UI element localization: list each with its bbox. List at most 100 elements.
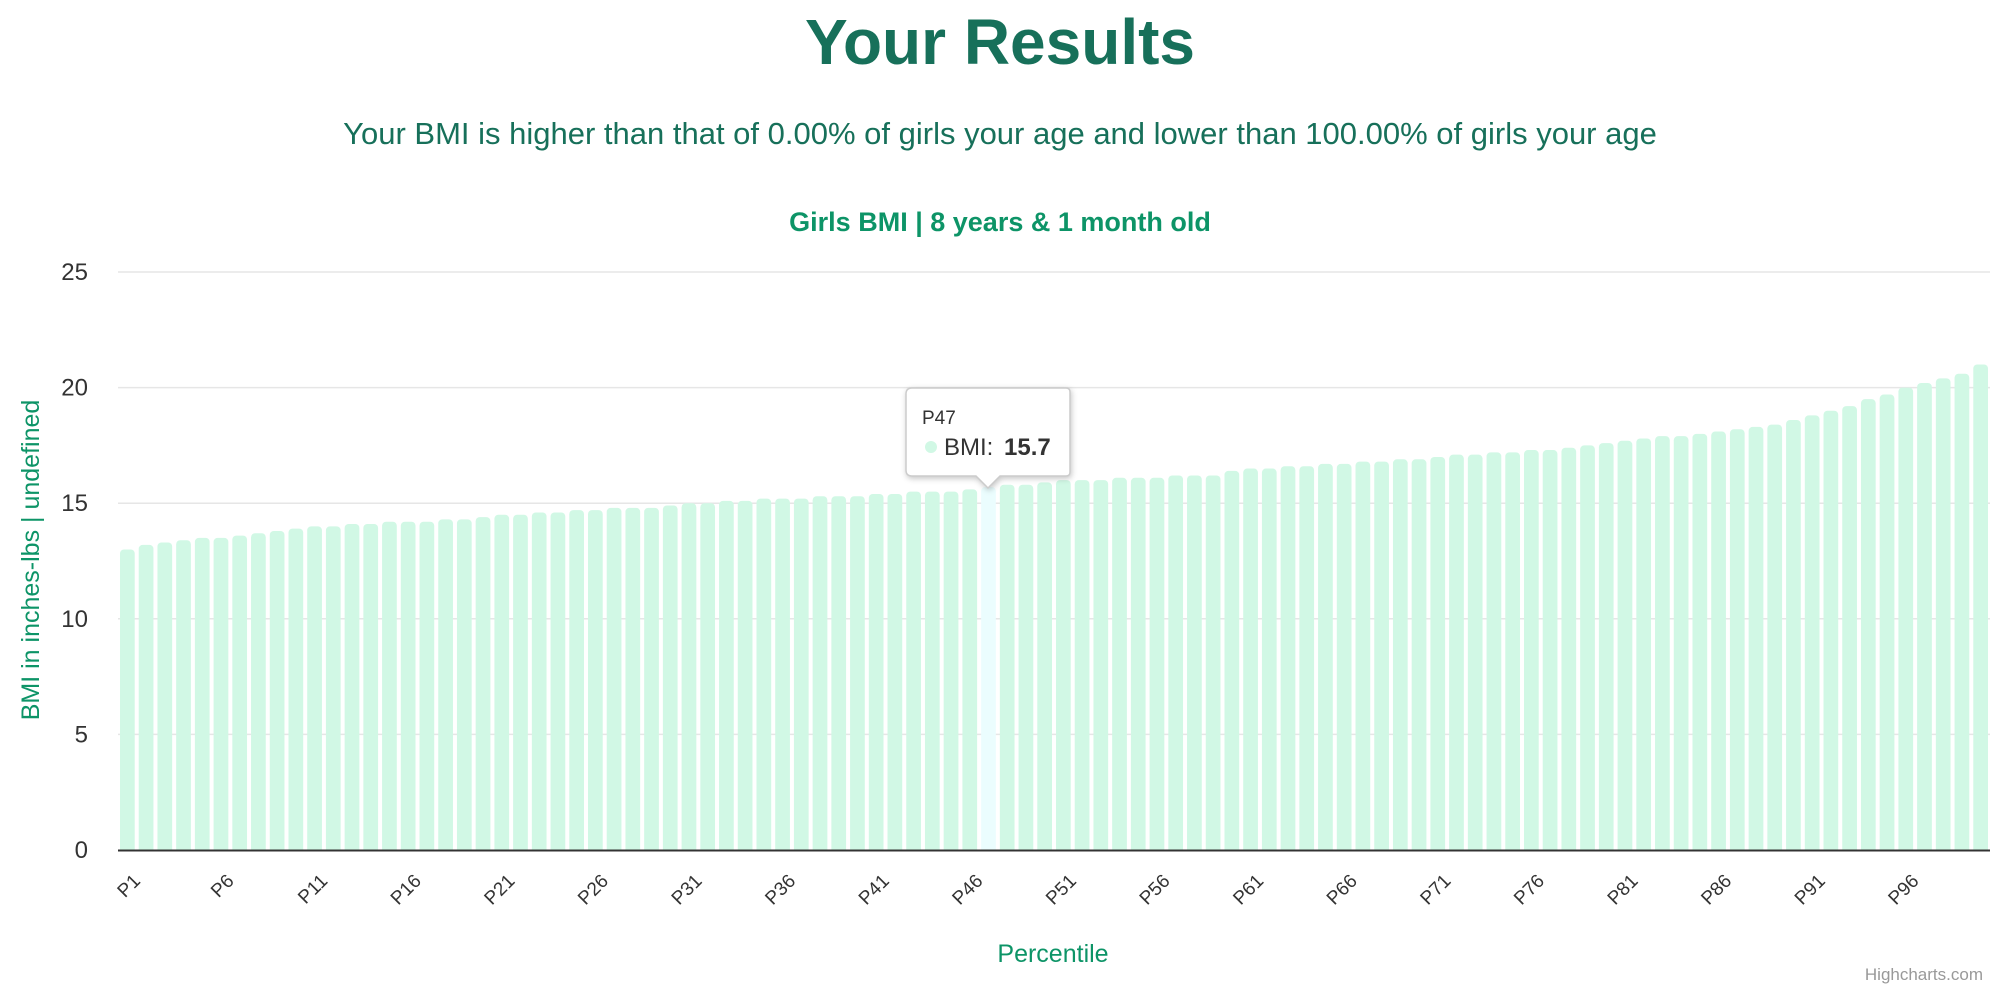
bar-p75[interactable] <box>1505 452 1520 854</box>
bar-p67[interactable] <box>1355 461 1371 854</box>
bar-p2[interactable] <box>138 544 154 854</box>
bar-p46[interactable] <box>962 489 978 854</box>
bar-p72[interactable] <box>1449 454 1464 854</box>
bar-p12[interactable] <box>325 526 341 854</box>
bar-p59[interactable] <box>1205 475 1221 854</box>
bar-p4[interactable] <box>176 540 191 854</box>
bar-p18[interactable] <box>438 519 453 854</box>
bar-p70[interactable] <box>1411 459 1427 854</box>
bar-p49[interactable] <box>1018 484 1034 854</box>
bar-p11[interactable] <box>307 526 322 854</box>
bar-p13[interactable] <box>344 524 360 854</box>
bar-p95[interactable] <box>1879 394 1895 854</box>
bar-p78[interactable] <box>1561 447 1577 854</box>
bar-p31[interactable] <box>681 503 697 854</box>
bar-p22[interactable] <box>513 514 528 854</box>
bar-p17[interactable] <box>419 521 435 854</box>
bar-p30[interactable] <box>662 505 678 854</box>
bar-p51[interactable] <box>1056 480 1071 854</box>
bar-p39[interactable] <box>831 496 847 854</box>
bar-p86[interactable] <box>1711 431 1726 854</box>
bar-p90[interactable] <box>1786 419 1801 854</box>
bar-p16[interactable] <box>400 521 416 854</box>
bar-p8[interactable] <box>251 533 266 854</box>
bar-p83[interactable] <box>1655 436 1670 854</box>
bar-p33[interactable] <box>719 500 734 854</box>
bar-p93[interactable] <box>1842 406 1857 854</box>
bar-p74[interactable] <box>1486 452 1502 854</box>
bar-p26[interactable] <box>588 510 603 854</box>
bar-p29[interactable] <box>644 507 659 854</box>
bar-p10[interactable] <box>288 528 304 854</box>
bar-p85[interactable] <box>1692 433 1708 854</box>
bar-p28[interactable] <box>625 507 641 854</box>
bar-p97[interactable] <box>1917 382 1932 854</box>
bar-p88[interactable] <box>1748 426 1764 854</box>
bar-p48[interactable] <box>999 484 1015 854</box>
bar-p98[interactable] <box>1935 378 1951 854</box>
bar-p63[interactable] <box>1280 466 1296 854</box>
bar-p91[interactable] <box>1804 415 1820 854</box>
bar-p89[interactable] <box>1767 424 1783 854</box>
bar-p84[interactable] <box>1673 436 1689 854</box>
bar-p54[interactable] <box>1112 477 1127 854</box>
bar-p47[interactable] <box>981 487 996 854</box>
bar-p66[interactable] <box>1336 463 1352 854</box>
bar-p40[interactable] <box>850 496 865 854</box>
bar-p1[interactable] <box>120 549 135 854</box>
bar-p19[interactable] <box>456 519 472 854</box>
bar-p73[interactable] <box>1467 454 1483 854</box>
bar-p81[interactable] <box>1617 440 1633 854</box>
bar-p32[interactable] <box>700 503 716 854</box>
bar-p24[interactable] <box>550 512 566 854</box>
bar-p36[interactable] <box>775 498 790 854</box>
bar-p21[interactable] <box>494 514 510 854</box>
bar-p57[interactable] <box>1168 475 1184 854</box>
bar-p9[interactable] <box>269 530 285 854</box>
bar-p94[interactable] <box>1860 399 1876 854</box>
highcharts-credits[interactable]: Highcharts.com <box>1865 965 1983 984</box>
bar-p42[interactable] <box>887 493 903 854</box>
bar-p45[interactable] <box>943 491 959 854</box>
bar-p34[interactable] <box>737 500 753 854</box>
bar-p58[interactable] <box>1187 475 1202 854</box>
bar-p25[interactable] <box>569 510 584 854</box>
bar-p77[interactable] <box>1542 450 1558 854</box>
bar-p71[interactable] <box>1430 456 1446 854</box>
bar-p14[interactable] <box>363 524 379 854</box>
bar-p3[interactable] <box>157 542 173 855</box>
bar-p65[interactable] <box>1318 463 1333 854</box>
bar-p99[interactable] <box>1954 373 1970 854</box>
bar-p15[interactable] <box>382 521 397 854</box>
bar-p44[interactable] <box>924 491 940 854</box>
bar-p43[interactable] <box>906 491 921 854</box>
bar-p68[interactable] <box>1374 461 1389 854</box>
bar-p61[interactable] <box>1243 468 1258 854</box>
bar-p64[interactable] <box>1299 466 1315 854</box>
bar-p20[interactable] <box>475 517 491 854</box>
bar-p6[interactable] <box>213 537 229 854</box>
bar-p7[interactable] <box>232 535 248 854</box>
bar-p60[interactable] <box>1224 470 1240 854</box>
bar-p82[interactable] <box>1636 438 1652 854</box>
bar-p41[interactable] <box>868 493 884 854</box>
bar-p55[interactable] <box>1130 477 1146 854</box>
bar-p23[interactable] <box>531 512 547 854</box>
bar-p96[interactable] <box>1898 387 1914 854</box>
bar-p38[interactable] <box>812 496 828 854</box>
bar-p79[interactable] <box>1580 445 1595 854</box>
bar-p27[interactable] <box>606 507 622 854</box>
bar-p69[interactable] <box>1392 459 1408 854</box>
bar-p35[interactable] <box>756 498 772 854</box>
bar-p80[interactable] <box>1598 443 1614 854</box>
bar-p92[interactable] <box>1823 410 1839 854</box>
bar-p100[interactable] <box>1973 364 1988 854</box>
bar-p37[interactable] <box>793 498 809 854</box>
bar-p76[interactable] <box>1524 450 1539 854</box>
bar-p53[interactable] <box>1093 480 1109 854</box>
bar-p87[interactable] <box>1729 429 1745 854</box>
bar-p56[interactable] <box>1149 477 1165 854</box>
bar-p52[interactable] <box>1074 480 1090 854</box>
bar-p5[interactable] <box>194 537 210 854</box>
bar-p50[interactable] <box>1037 482 1052 854</box>
